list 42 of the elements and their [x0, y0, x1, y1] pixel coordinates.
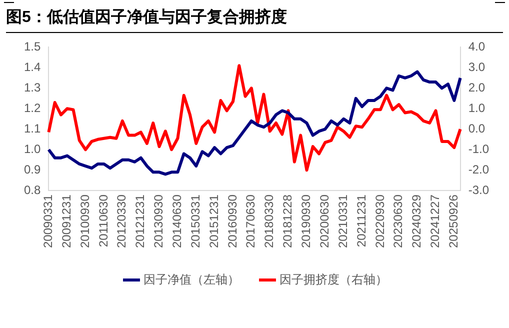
x-tick-label: 20100930: [78, 194, 92, 248]
y-tick-label: 0.9: [24, 162, 41, 176]
y2-tick-label: 0.0: [468, 121, 486, 136]
y-tick-label: 0.8: [24, 182, 41, 197]
y2-tick-label: -1.0: [468, 142, 490, 156]
y-tick-label: 1.0: [24, 142, 41, 156]
x-tick-label: 20150331: [188, 194, 202, 248]
x-tick-label: 20181228: [280, 194, 295, 248]
x-tick-label: 20240329: [410, 194, 424, 248]
y-tick-label: 1.4: [24, 60, 41, 74]
x-tick-label: 20140630: [170, 194, 184, 248]
x-tick-label: 20120330: [114, 194, 129, 248]
legend-label: 因子净值（左轴）: [144, 272, 240, 286]
y-tick-label: 1.3: [24, 80, 41, 94]
x-tick-label: 20250926: [446, 194, 460, 248]
x-tick-label: 20200630: [317, 194, 332, 248]
x-tick-label: 20091231: [59, 194, 74, 248]
x-tick-label: 20170630: [244, 194, 258, 248]
x-tick-label: 20190930: [299, 194, 314, 248]
x-tick-label: 20210331: [336, 194, 350, 248]
y2-tick-label: 4.0: [468, 40, 486, 54]
x-tick-label: 20241227: [428, 194, 442, 248]
x-tick-label: 20220930: [372, 194, 387, 248]
x-tick-label: 20090331: [40, 194, 55, 248]
x-tick-label: 20180330: [262, 194, 276, 248]
y-tick-label: 1.2: [24, 100, 41, 115]
y-tick-label: 1.1: [24, 121, 41, 136]
chart-title: 图5：低估值因子净值与因子复合拥挤度: [6, 6, 503, 33]
y2-tick-label: -2.0: [468, 162, 490, 176]
y-tick-label: 1.5: [24, 40, 41, 54]
x-tick-label: 20130930: [152, 194, 166, 248]
y2-tick-label: -3.0: [468, 182, 490, 197]
x-tick-label: 20110630: [96, 194, 110, 248]
legend-label: 因子拥挤度（右轴）: [280, 272, 388, 286]
y2-tick-label: 1.0: [468, 100, 486, 115]
x-tick-label: 20121231: [133, 194, 148, 248]
y2-tick-label: 2.0: [468, 80, 486, 94]
y2-tick-label: 3.0: [468, 60, 486, 74]
x-tick-label: 20211231: [354, 194, 368, 248]
x-tick-label: 20230630: [391, 194, 406, 248]
x-tick-label: 20151231: [206, 194, 221, 248]
x-tick-label: 20160930: [225, 194, 240, 248]
